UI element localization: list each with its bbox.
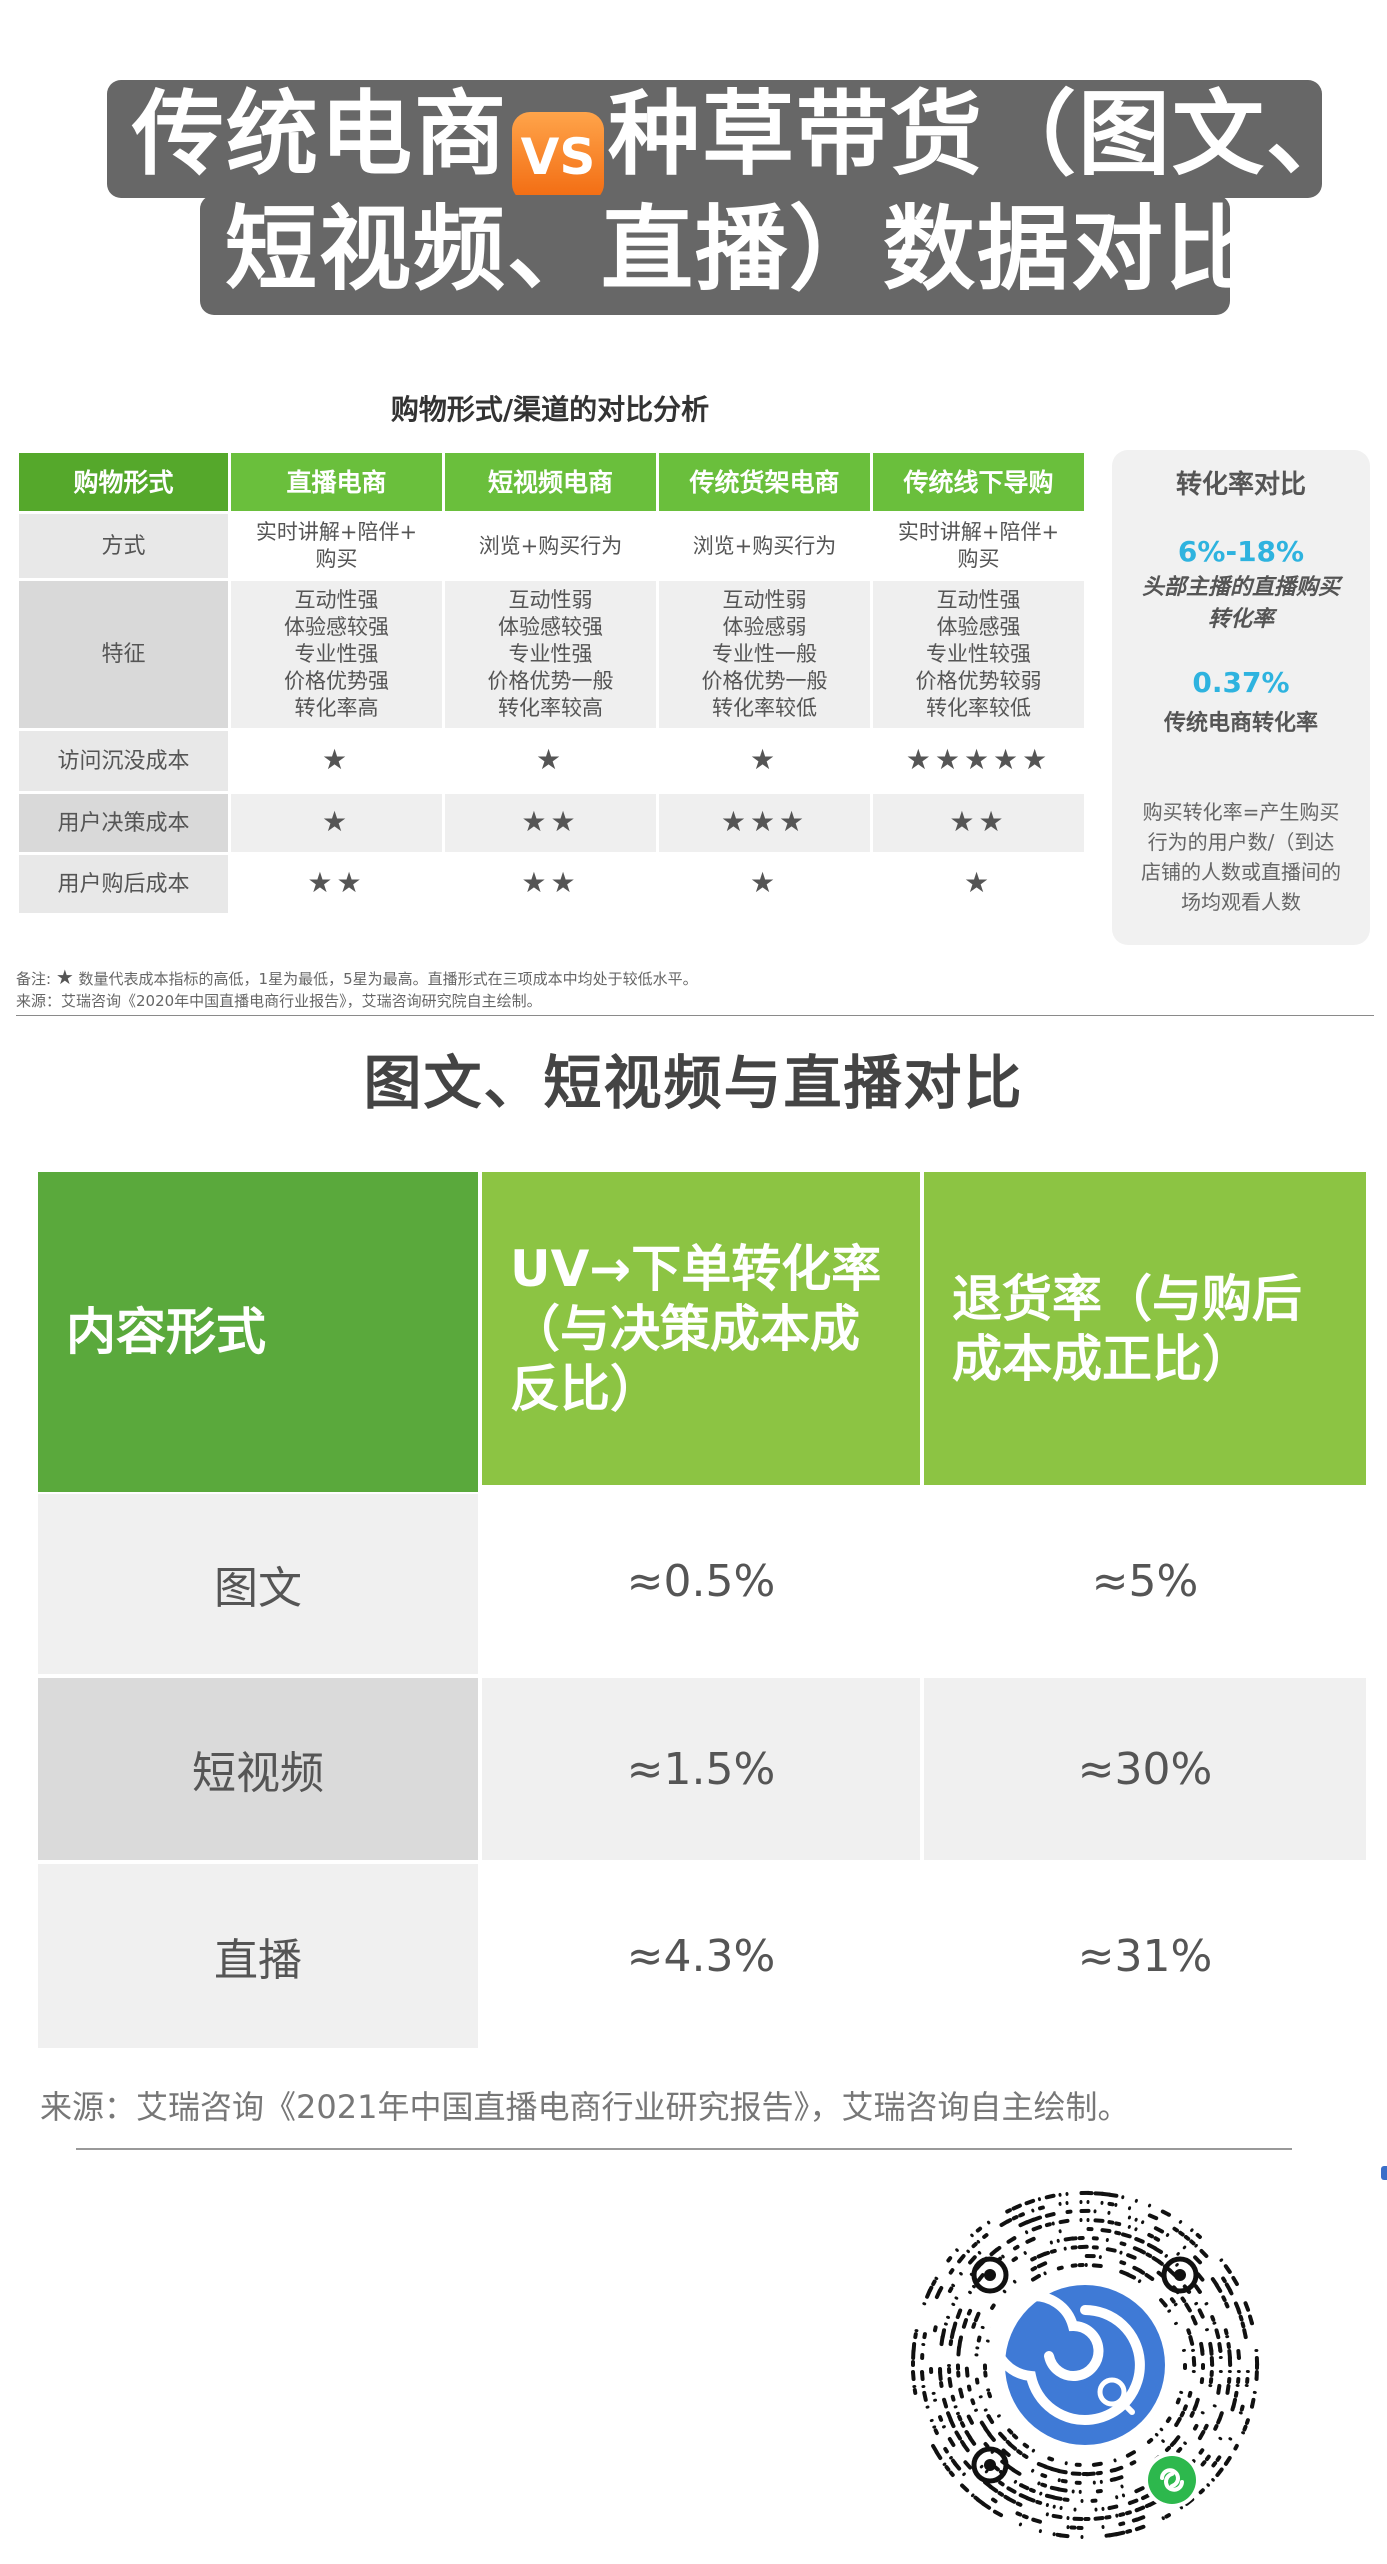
table-cell: 浏览+购买行为: [445, 514, 656, 578]
footnotes: 备注: ★ 数量代表成本指标的高低，1星为最低，5星为最高。直播形式在三项成本中…: [16, 966, 698, 1012]
table-header: 内容形式: [38, 1172, 478, 1492]
remark-line: 备注: ★ 数量代表成本指标的高低，1星为最低，5星为最高。直播形式在三项成本中…: [16, 966, 698, 990]
uv-conversion-value: ≈0.5%: [482, 1488, 920, 1674]
divider: [16, 1015, 1374, 1016]
row-label: 短视频: [38, 1678, 478, 1860]
row-label: 图文: [38, 1494, 478, 1674]
title-line-1: 传统电商 VS 种草带货（图文、: [107, 80, 1322, 198]
table-header: 购物形式: [19, 453, 228, 511]
live-conversion-desc: 头部主播的直播购买 转化率: [1141, 575, 1340, 632]
table-row: 用户购后成本 ★★ ★★ ★ ★: [19, 855, 1084, 913]
star-rating: ★: [321, 743, 352, 776]
table-row: 访问沉没成本 ★ ★ ★ ★★★★★: [19, 731, 1084, 791]
star-rating: ★: [535, 743, 566, 776]
cell-text: 互动性弱 体验感较强 专业性强 价格优势一般 转化率较高: [487, 588, 614, 720]
source-line: 来源：艾瑞咨询《2020年中国直播电商行业报告》，艾瑞咨询研究院自主绘制。: [16, 992, 542, 1010]
row-label: 访问沉没成本: [19, 731, 228, 791]
star-rating: ★★★: [720, 805, 809, 838]
table-cell: ★★★: [659, 794, 870, 852]
cell-text: 实时讲解+陪伴+ 购买: [897, 520, 1060, 571]
table-cell: ★★: [445, 855, 656, 913]
table-cell: 互动性强 体验感较强 专业性强 价格优势强 转化率高: [231, 581, 442, 728]
table-header: 短视频电商: [445, 453, 656, 511]
table-row: 方式 实时讲解+陪伴+ 购买 浏览+购买行为 浏览+购买行为 实时讲解+陪伴+ …: [19, 514, 1084, 578]
traditional-conversion-desc: 传统电商转化率: [1163, 711, 1318, 736]
content-form-comparison-table: 内容形式 UV→下单转化率（与决策成本成反比） 退货率（与购后成本成正比） 图文…: [38, 1172, 1366, 2048]
return-rate-value: ≈5%: [924, 1488, 1366, 1674]
star-rating: ★★: [521, 805, 580, 838]
star-rating: ★: [749, 743, 780, 776]
conversion-title: 转化率对比: [1175, 470, 1306, 500]
row-label: 用户购后成本: [19, 855, 228, 913]
table-header-row: 购物形式 直播电商 短视频电商 传统货架电商 传统线下导购: [19, 453, 1084, 511]
return-rate-value: ≈31%: [924, 1864, 1366, 2048]
uv-conversion-value: ≈1.5%: [482, 1678, 920, 1860]
cell-text: 浏览+购买行为: [692, 533, 837, 558]
table-header: 直播电商: [231, 453, 442, 511]
cell-text: 互动性弱 体验感弱 专业性一般 价格优势一般 转化率较低: [701, 588, 828, 720]
table-cell: ★: [231, 731, 442, 791]
title-part-2: 种草带货（图文、: [608, 81, 1322, 188]
live-conversion-value: 6%-18%: [1177, 535, 1305, 568]
table-header: 传统线下导购: [873, 453, 1084, 511]
table-cell: ★: [659, 855, 870, 913]
row-label: 特征: [19, 581, 228, 728]
conversion-rate-panel: 转化率对比 6%-18% 头部主播的直播购买 转化率 0.37% 传统电商转化率…: [1112, 450, 1370, 945]
return-rate-value: ≈30%: [924, 1678, 1366, 1860]
table-row: 特征 互动性强 体验感较强 专业性强 价格优势强 转化率高 互动性弱 体验感较强…: [19, 581, 1084, 728]
divider: [76, 2148, 1292, 2150]
table-cell: 互动性弱 体验感较强 专业性强 价格优势一般 转化率较高: [445, 581, 656, 728]
table-cell: ★: [445, 731, 656, 791]
table-cell: ★: [873, 855, 1084, 913]
table-cell: 实时讲解+陪伴+ 购买: [231, 514, 442, 578]
table-cell: ★★: [873, 794, 1084, 852]
table-cell: 互动性强 体验感强 专业性较强 价格优势较弱 转化率较低: [873, 581, 1084, 728]
table-header: 退货率（与购后成本成正比）: [924, 1172, 1366, 1485]
table-cell: 互动性弱 体验感弱 专业性一般 价格优势一般 转化率较低: [659, 581, 870, 728]
mini-program-badge-icon: [1148, 2456, 1196, 2504]
table-cell: ★: [231, 794, 442, 852]
cell-text: 互动性强 体验感强 专业性较强 价格优势较弱 转化率较低: [915, 588, 1042, 720]
star-rating: ★★: [949, 805, 1008, 838]
row-label: 直播: [38, 1864, 478, 2048]
remark-text: 数量代表成本指标的高低，1星为最低，5星为最高。直播形式在三项成本中均处于较低水…: [73, 970, 698, 988]
star-rating: ★: [749, 866, 780, 899]
vs-badge-icon: VS: [512, 112, 605, 198]
source-line: 来源：艾瑞咨询《2021年中国直播电商行业研究报告》，艾瑞咨询自主绘制。: [40, 2088, 1130, 2126]
star-rating: ★★: [521, 866, 580, 899]
table-header: UV→下单转化率（与决策成本成反比）: [482, 1172, 920, 1485]
uv-conversion-value: ≈4.3%: [482, 1864, 920, 2048]
table-cell: ★★★★★: [873, 731, 1084, 791]
star-icon: ★: [55, 965, 74, 989]
channel-comparison-table: 购物形式 直播电商 短视频电商 传统货架电商 传统线下导购 方式 实时讲解+陪伴…: [16, 450, 1087, 916]
table-cell: ★★: [231, 855, 442, 913]
mini-program-qr-code-icon[interactable]: [900, 2180, 1270, 2550]
table-cell: 实时讲解+陪伴+ 购买: [873, 514, 1084, 578]
edge-marker: [1381, 2166, 1387, 2180]
table-row: 用户决策成本 ★ ★★ ★★★ ★★: [19, 794, 1084, 852]
table-cell: 浏览+购买行为: [659, 514, 870, 578]
conversion-definition-note: 购买转化率=产生购买 行为的用户数/（到达 店铺的人数或直播间的 场均观看人数: [1141, 800, 1341, 914]
title-part-1: 传统电商: [132, 81, 509, 188]
remark-prefix: 备注:: [16, 970, 56, 988]
row-label: 方式: [19, 514, 228, 578]
star-rating: ★★: [307, 866, 366, 899]
row-label: 用户决策成本: [19, 794, 228, 852]
star-rating: ★: [321, 805, 352, 838]
table-header: 传统货架电商: [659, 453, 870, 511]
title-line-2: 短视频、直播）数据对比: [200, 195, 1257, 315]
section1-title: 购物形式/渠道的对比分析: [390, 393, 710, 426]
cell-text: 实时讲解+陪伴+ 购买: [255, 520, 418, 571]
section2-title: 图文、短视频与直播对比: [363, 1049, 1024, 1117]
table-cell: ★: [659, 731, 870, 791]
cell-text: 浏览+购买行为: [478, 533, 623, 558]
star-rating: ★: [963, 866, 994, 899]
star-rating: ★★★★★: [905, 743, 1052, 776]
traditional-conversion-value: 0.37%: [1192, 666, 1290, 699]
table-cell: ★★: [445, 794, 656, 852]
cell-text: 互动性强 体验感较强 专业性强 价格优势强 转化率高: [284, 588, 389, 720]
